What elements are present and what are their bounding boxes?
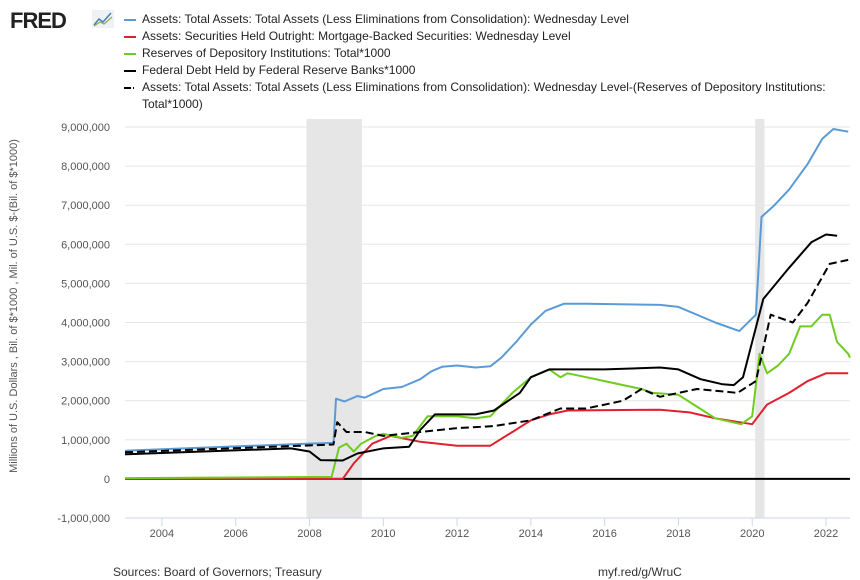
legend-swatch — [124, 87, 136, 89]
series-line-1 — [125, 372, 849, 480]
x-tick-label: 2022 — [814, 528, 838, 540]
legend-item[interactable]: Assets: Securities Held Outright: Mortga… — [124, 28, 857, 45]
x-tick-label: 2018 — [666, 528, 690, 540]
legend-label: Assets: Total Assets: Total Assets (Less… — [142, 12, 629, 26]
y-tick-label: -1,000,000 — [57, 513, 110, 525]
legend: Assets: Total Assets: Total Assets (Less… — [124, 11, 857, 113]
y-tick-label: 4,000,000 — [61, 318, 110, 330]
recession-band — [755, 119, 765, 518]
legend-swatch — [124, 70, 136, 72]
y-tick-label: 0 — [104, 474, 110, 486]
legend-label: Federal Debt Held by Federal Reserve Ban… — [142, 63, 416, 77]
recession-band — [306, 119, 362, 518]
y-tick-label: 9,000,000 — [61, 122, 110, 134]
y-tick-label: 6,000,000 — [61, 239, 110, 251]
x-tick-label: 2004 — [150, 528, 174, 540]
series-line-2 — [124, 313, 851, 480]
y-tick-label: 3,000,000 — [61, 357, 110, 369]
legend-label: Reserves of Depository Institutions: Tot… — [142, 46, 391, 60]
y-tick-label: 8,000,000 — [61, 161, 110, 173]
x-tick-label: 2020 — [740, 528, 764, 540]
legend-label: Assets: Total Assets: Total Assets (Less… — [142, 80, 826, 111]
legend-item[interactable]: Assets: Total Assets: Total Assets (Less… — [124, 79, 857, 113]
legend-item[interactable]: Reserves of Depository Institutions: Tot… — [124, 45, 857, 62]
legend-swatch — [124, 36, 136, 38]
y-tick-label: 7,000,000 — [61, 200, 110, 212]
series-line-3 — [124, 233, 838, 462]
y-tick-label: 1,000,000 — [61, 435, 110, 447]
legend-swatch — [124, 53, 136, 55]
y-tick-label: 5,000,000 — [61, 278, 110, 290]
x-tick-label: 2012 — [445, 528, 469, 540]
series-line-4 — [124, 258, 849, 454]
x-tick-label: 2016 — [592, 528, 616, 540]
sources-text: Sources: Board of Governors; Treasury — [113, 565, 322, 579]
legend-item[interactable]: Assets: Total Assets: Total Assets (Less… — [124, 11, 857, 28]
x-tick-label: 2008 — [297, 528, 321, 540]
y-tick-label: 2,000,000 — [61, 396, 110, 408]
x-tick-label: 2006 — [223, 528, 247, 540]
short-link[interactable]: myf.red/g/WruC — [598, 565, 682, 579]
x-tick-label: 2014 — [519, 528, 543, 540]
legend-swatch — [124, 19, 136, 21]
x-tick-label: 2010 — [371, 528, 395, 540]
legend-label: Assets: Securities Held Outright: Mortga… — [142, 29, 571, 43]
legend-item[interactable]: Federal Debt Held by Federal Reserve Ban… — [124, 62, 857, 79]
series-line-0 — [124, 128, 849, 452]
chart-logo-icon — [92, 10, 114, 28]
fred-logo[interactable]: FRED — [10, 8, 67, 33]
